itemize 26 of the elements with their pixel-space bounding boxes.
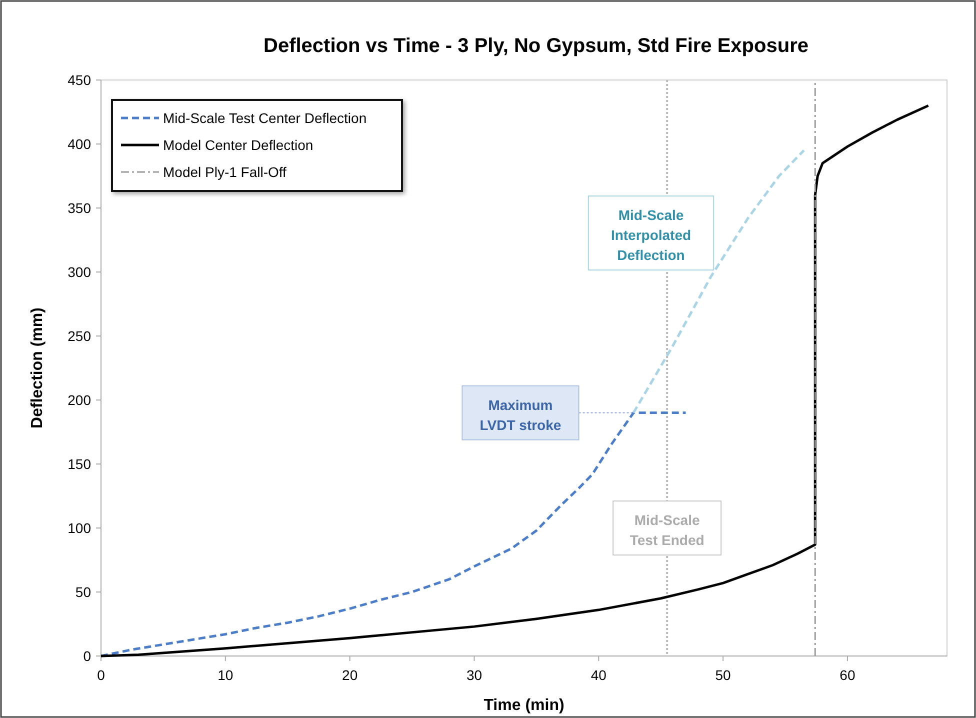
x-tick-label: 60 (840, 667, 856, 683)
x-tick-label: 50 (715, 667, 732, 683)
x-tick-label: 40 (590, 667, 607, 683)
chart-title: Deflection vs Time - 3 Ply, No Gypsum, Std Fire Exposure (264, 35, 808, 57)
annotation: Maximum LVDT stroke (480, 396, 562, 433)
annotation: Mid-Scale Test Ended (630, 512, 704, 548)
legend-label: Model Ply-1 Fall-Off (163, 164, 287, 180)
annotation: Mid-Scale Interpolated Deflection (610, 207, 692, 263)
y-tick-label: 350 (68, 200, 92, 216)
y-tick-label: 450 (68, 72, 92, 88)
legend-label: Model Center Deflection (163, 137, 314, 153)
y-tick-label: 200 (68, 392, 92, 408)
x-axis-title: Time (min) (484, 697, 564, 714)
y-tick-label: 0 (83, 648, 92, 664)
x-tick-label: 10 (218, 667, 234, 683)
y-axis-title: Deflection (mm) (29, 308, 46, 428)
y-tick-label: 400 (68, 136, 92, 152)
legend-label: Mid-Scale Test Center Deflection (163, 110, 367, 126)
y-tick-label: 250 (68, 328, 92, 344)
x-tick-label: 0 (97, 667, 106, 683)
y-tick-label: 300 (68, 264, 92, 280)
y-tick-label: 50 (75, 584, 92, 600)
x-tick-label: 20 (342, 667, 358, 683)
x-tick-label: 30 (466, 667, 482, 683)
y-tick-label: 150 (68, 456, 92, 472)
y-tick-label: 100 (68, 520, 92, 536)
